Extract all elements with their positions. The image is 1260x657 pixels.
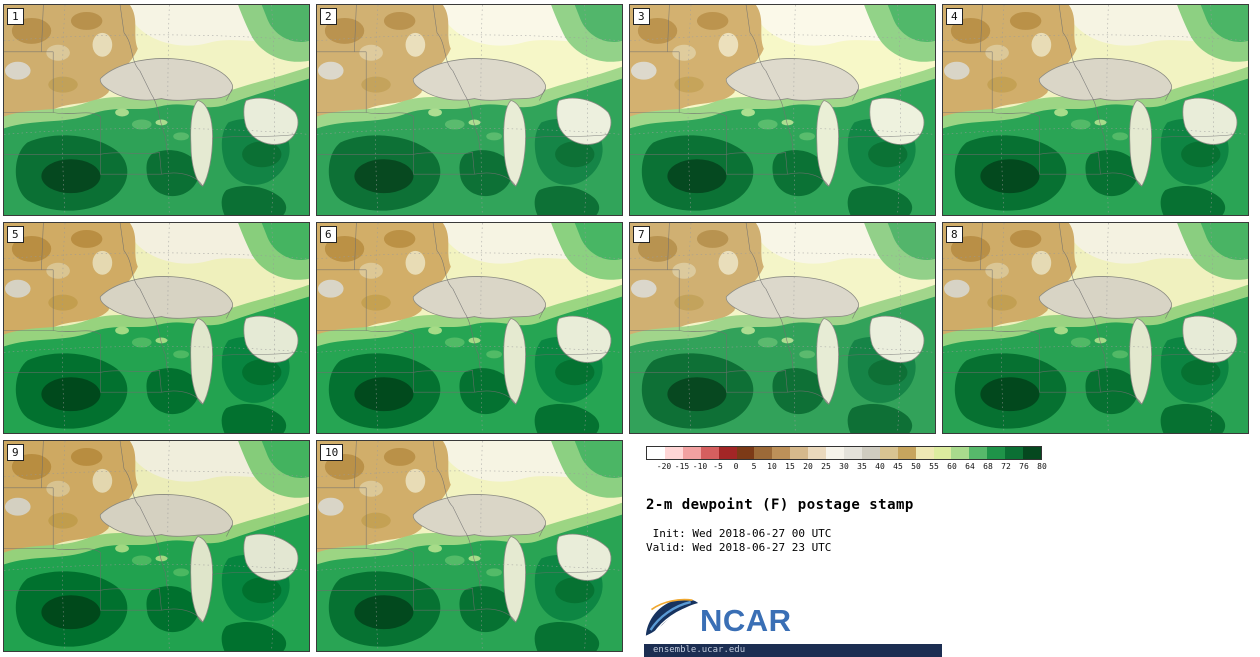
panel-number-label: 9 xyxy=(7,444,24,461)
colorbar-segment xyxy=(879,447,898,459)
forecast-map-panel: 2 xyxy=(316,4,623,216)
dewpoint-map xyxy=(317,5,622,215)
colorbar-segment xyxy=(647,447,665,459)
colorbar-segment xyxy=(754,447,773,459)
colorbar-tick-label: 64 xyxy=(965,462,975,471)
valid-time: Valid: Wed 2018-06-27 23 UTC xyxy=(646,541,832,554)
colorbar-tick-label: 76 xyxy=(1019,462,1029,471)
forecast-map-panel: 7 xyxy=(629,222,936,434)
colorbar-tick-label: 50 xyxy=(911,462,921,471)
colorbar-tick-label: 10 xyxy=(767,462,777,471)
colorbar-segment xyxy=(772,447,791,459)
footer-url-bar: ensemble.ucar.edu xyxy=(644,644,942,657)
dewpoint-map xyxy=(317,223,622,433)
colorbar-tick-label: 25 xyxy=(821,462,831,471)
colorbar-segment xyxy=(826,447,844,459)
forecast-map-panel: 9 xyxy=(3,440,310,652)
panel-number-label: 8 xyxy=(946,226,963,243)
colorbar-segment xyxy=(700,447,719,459)
forecast-map-panel: 3 xyxy=(629,4,936,216)
colorbar-segment xyxy=(736,447,755,459)
footer-url: ensemble.ucar.edu xyxy=(653,645,746,655)
dewpoint-map xyxy=(4,5,309,215)
dewpoint-map xyxy=(943,223,1248,433)
forecast-map-panel: 4 xyxy=(942,4,1249,216)
forecast-map-panel: 10 xyxy=(316,440,623,652)
panel-number-label: 10 xyxy=(320,444,344,461)
colorbar-tick-label: 5 xyxy=(751,462,757,471)
ncar-wordmark: NCAR xyxy=(700,603,792,638)
panel-number-label: 6 xyxy=(320,226,337,243)
colorbar-segment xyxy=(808,447,827,459)
colorbar-tick-label: -5 xyxy=(713,462,723,471)
colorbar-segment xyxy=(718,447,737,459)
colorbar-segment xyxy=(861,447,880,459)
colorbar-tick-label: -10 xyxy=(692,462,708,471)
colorbar-tick-label: 60 xyxy=(947,462,957,471)
colorbar-tick-labels: -20 -15 -10 -5 0 5 10 15 20 25 30 35 40 45 50 55 60 64 68 7… xyxy=(646,462,1047,473)
ncar-branding: NCAR xyxy=(644,596,792,638)
colorbar-tick-label: 68 xyxy=(983,462,993,471)
colorbar-segment xyxy=(951,447,970,459)
colorbar-tick-label: 72 xyxy=(1001,462,1011,471)
init-time: Init: Wed 2018-06-27 00 UTC xyxy=(646,527,832,540)
dewpoint-map xyxy=(630,223,935,433)
colorbar-segment xyxy=(969,447,988,459)
colorbar-segment xyxy=(682,447,701,459)
colorbar-tick-label: 0 xyxy=(733,462,739,471)
dewpoint-map xyxy=(317,441,622,651)
dewpoint-map xyxy=(943,5,1248,215)
plot-title: 2-m dewpoint (F) postage stamp xyxy=(646,497,914,513)
colorbar-segment xyxy=(1005,447,1024,459)
forecast-map-panel: 6 xyxy=(316,222,623,434)
forecast-map-panel: 1 xyxy=(3,4,310,216)
colorbar-segment xyxy=(897,447,916,459)
colorbar-tick-label: 55 xyxy=(929,462,939,471)
colorbar xyxy=(646,446,1042,460)
colorbar-segment xyxy=(790,447,809,459)
colorbar-tick-label: 80 xyxy=(1037,462,1047,471)
time-info: Init: Wed 2018-06-27 00 UTC Valid: Wed 2… xyxy=(646,527,1066,555)
forecast-map-panel: 5 xyxy=(3,222,310,434)
panel-number-label: 1 xyxy=(7,8,24,25)
colorbar-tick-label: 40 xyxy=(875,462,885,471)
colorbar-tick-label: 45 xyxy=(893,462,903,471)
colorbar-tick-label: 35 xyxy=(857,462,867,471)
colorbar-tick-label: -20 xyxy=(656,462,672,471)
panel-number-label: 2 xyxy=(320,8,337,25)
colorbar-tick-label: 30 xyxy=(839,462,849,471)
panel-number-label: 5 xyxy=(7,226,24,243)
panel-number-label: 3 xyxy=(633,8,650,25)
colorbar-tick-label: 15 xyxy=(785,462,795,471)
forecast-map-panel: 8 xyxy=(942,222,1249,434)
dewpoint-map xyxy=(630,5,935,215)
panel-number-label: 4 xyxy=(946,8,963,25)
colorbar-segment xyxy=(664,447,683,459)
dewpoint-map xyxy=(4,441,309,651)
colorbar-tick-label: 20 xyxy=(803,462,813,471)
colorbar-segment xyxy=(843,447,862,459)
dewpoint-map xyxy=(4,223,309,433)
colorbar-segment xyxy=(915,447,934,459)
colorbar-segment xyxy=(933,447,952,459)
legend-area: -20 -15 -10 -5 0 5 10 15 20 25 30 35 40 45 50 55 60 64 68 7… xyxy=(645,446,1066,638)
colorbar-segment xyxy=(987,447,1006,459)
panel-number-label: 7 xyxy=(633,226,650,243)
ncar-logo-icon xyxy=(645,598,699,636)
colorbar-tick-label: -15 xyxy=(674,462,690,471)
colorbar-segment xyxy=(1023,447,1041,459)
